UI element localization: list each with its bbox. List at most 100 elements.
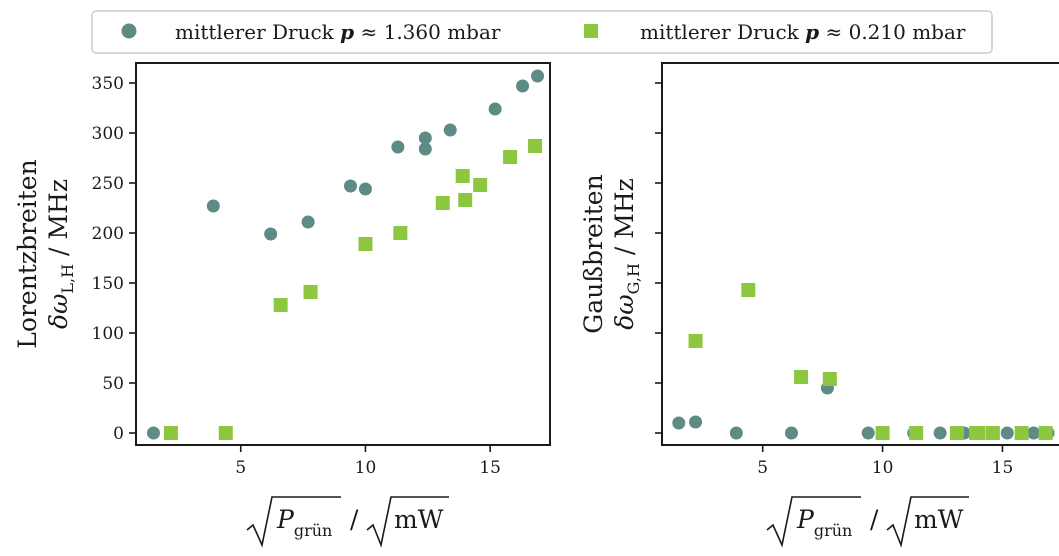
gauss-axes-frame [661,62,1059,446]
lorentz-xlabel-slash: / [350,505,359,534]
gauss-xlabel-unit: mW [914,505,964,534]
lorentz-point-series-1 [488,102,502,116]
gauss-plot-area [672,283,1055,440]
lorentz-point-series-1 [146,426,160,440]
lorentz-xlabel-sqrt-2 [366,496,449,548]
lorentz-point-series-1 [443,123,457,137]
gauss-xtick-label: 15 [992,458,1014,478]
lorentz-point-series-2 [435,196,450,210]
gauss-point-series-1 [933,426,947,440]
legend-entry-1-rest: ≈ 1.360 mbar [354,20,501,44]
lorentz-point-series-2 [528,139,543,153]
legend-marker-series-2 [584,24,598,38]
gauss-xlabel-sqrt-2 [886,496,969,548]
lorentz-ytick-label: 200 [92,224,124,244]
lorentz-point-series-1 [418,131,432,145]
gauss-ylabel-symbol: δω [610,294,639,329]
gauss-point-series-2 [949,426,964,440]
lorentz-point-series-2 [503,150,518,164]
gauss-point-series-2 [909,426,924,440]
gauss-xlabel-sqrt-1 [766,496,861,548]
lorentz-ylabel-line2: δωL,H / MHz [44,179,77,329]
gauss-point-series-1 [729,426,743,440]
lorentz-ytick-label: 0 [113,424,124,444]
lorentz-point-series-2 [458,193,473,207]
lorentz-plot-area [146,69,545,440]
lorentz-point-series-1 [343,179,357,193]
lorentz-xlabel-symbol: P [276,505,295,534]
lorentz-point-series-2 [393,226,408,240]
lorentz-point-series-1 [531,69,545,83]
gauss-xlabel-sub: grün [814,521,853,540]
legend: mittlerer Druck p ≈ 1.360 mbar mittlerer… [91,10,993,54]
lorentz-point-series-2 [303,285,318,299]
gauss-point-series-1 [1027,426,1041,440]
lorentz-point-series-2 [455,169,470,183]
lorentz-point-series-1 [301,215,315,229]
gauss-point-series-1 [784,426,798,440]
lorentz-point-series-2 [218,426,233,440]
gauss-point-series-1 [689,415,703,429]
legend-entry-2: mittlerer Druck p ≈ 0.210 mbar [640,20,966,44]
legend-frame [91,10,993,54]
lorentz-point-series-2 [473,178,488,192]
lorentz-xlabel-unit: mW [394,505,444,534]
legend-marker-series-1 [121,23,137,39]
lorentz-ytick-label: 300 [92,124,124,144]
gauss-point-series-1 [672,416,686,430]
gauss-point-series-2 [971,426,986,440]
gauss-point-series-2 [688,334,703,348]
lorentz-ylabel-unit: / MHz [44,179,73,264]
lorentz-point-series-1 [418,142,432,156]
gauss-panel: Gaußbreiten δωG,H / MHz Pgrün / mW 5 10 15 [579,62,1059,548]
lorentz-ytick-label: 250 [92,174,124,194]
lorentz-xlabel-sqrt-1 [246,496,341,548]
gauss-point-series-2 [985,426,1000,440]
legend-entry-1-var: p [340,20,354,44]
lorentz-ytick-label: 100 [92,324,124,344]
lorentz-point-series-2 [358,237,373,251]
lorentz-point-series-2 [273,298,288,312]
gauss-ylabel-unit: / MHz [610,178,639,263]
gauss-point-series-1 [861,426,875,440]
lorentz-xlabel: Pgrün / mW [246,496,449,548]
lorentz-panel: Lorentzbreiten δωL,H / MHz Pgrün / mW 5 1… [13,62,551,548]
lorentz-xlabel-text: Pgrün [276,505,332,540]
lorentz-xtick-label: 10 [355,458,377,478]
gauss-point-series-2 [1014,426,1029,440]
legend-entry-1: mittlerer Druck p ≈ 1.360 mbar [175,20,501,44]
gauss-point-series-2 [1038,426,1053,440]
lorentz-point-series-2 [163,426,178,440]
lorentz-ytick-label: 150 [92,274,124,294]
lorentz-point-series-1 [516,79,530,93]
gauss-point-series-2 [794,370,809,384]
lorentz-point-series-1 [264,227,278,241]
legend-entry-2-main: mittlerer Druck [640,20,805,44]
gauss-point-series-2 [741,283,756,297]
gauss-point-series-1 [1000,426,1014,440]
lorentz-ytick-label: 350 [92,74,124,94]
legend-entry-2-var: p [805,20,819,44]
lorentz-ylabel-symbol: δω [44,294,73,329]
lorentz-point-series-1 [358,182,372,196]
lorentz-xlabel-sub: grün [294,521,333,540]
gauss-xlabel-symbol: P [796,505,815,534]
gauss-xlabel: Pgrün / mW [766,496,969,548]
gauss-point-series-2 [875,426,890,440]
lorentz-ylabel: Lorentzbreiten δωL,H / MHz [13,159,77,348]
lorentz-xtick-label: 5 [235,458,246,478]
lorentz-point-series-1 [391,140,405,154]
gauss-ylabel-sub: G,H [624,263,643,294]
lorentz-xtick-label: 15 [479,458,501,478]
gauss-ylabel-line1: Gaußbreiten [579,174,608,333]
gauss-xlabel-text: Pgrün [796,505,852,540]
gauss-xlabel-slash: / [870,505,879,534]
gauss-xtick-label: 10 [872,458,894,478]
lorentz-axes-frame [135,62,551,446]
lorentz-ylabel-line1: Lorentzbreiten [13,159,42,348]
legend-entry-2-rest: ≈ 0.210 mbar [819,20,966,44]
gauss-point-series-2 [822,372,837,386]
gauss-xtick-label: 5 [757,458,768,478]
